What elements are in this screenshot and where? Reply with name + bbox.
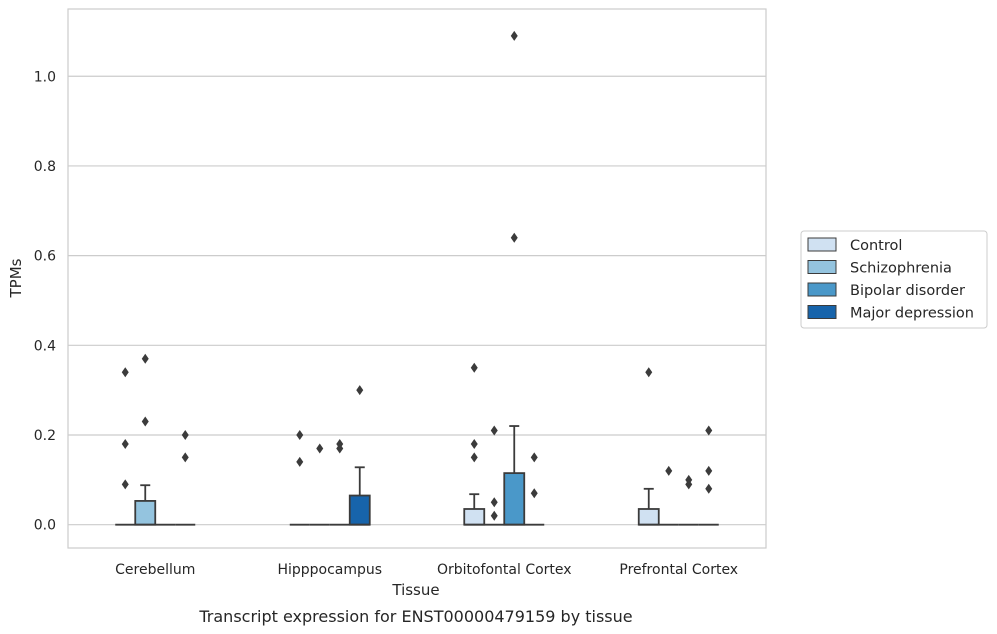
outlier-point [530,488,538,499]
box-group [175,429,196,526]
legend: Control Schizophrenia Bipolar disorder Majo… [800,230,988,329]
box-body [463,508,486,526]
chart-caption: Transcript expression for ENST0000047915… [198,607,632,626]
box-group [134,353,157,526]
box-body [134,500,157,526]
outlier-point [470,452,478,463]
legend-swatch [807,237,837,252]
y-tick-label: 1.0 [34,69,56,85]
box-group [678,474,699,526]
box-group [637,367,660,526]
box-group [524,452,545,526]
outlier-point [141,353,149,364]
outlier-point [181,429,189,440]
box-body [503,472,526,526]
y-tick-label: 0.8 [34,159,56,175]
plot-area [67,8,767,549]
outlier-point [665,465,673,476]
outlier-point [510,232,518,243]
outlier-point [510,30,518,41]
legend-label: Schizophrenia [850,261,952,277]
y-tick-label: 0.2 [34,428,56,444]
outlier-point [181,452,189,463]
y-tick-label: 0.4 [34,338,56,354]
box-body [348,494,371,526]
y-tick-label: 0.0 [34,518,56,534]
box-group [329,438,350,526]
box-group [463,362,486,526]
outlier-point [490,497,498,508]
legend-label: Bipolar disorder [850,283,965,299]
outlier-point [296,456,304,467]
outlier-point [316,443,324,454]
box-group [503,30,526,526]
outlier-point [530,452,538,463]
box-group [289,429,310,526]
outlier-point [645,367,653,378]
box-group [348,385,371,526]
outlier-point [141,416,149,427]
outlier-point [336,438,344,449]
legend-swatch [807,260,837,274]
legend-label: Control [850,238,902,254]
box-body [637,508,660,526]
box-series [115,30,719,526]
x-tick-label: Hipppocampus [277,562,382,578]
outlier-point [490,510,498,521]
outlier-point [121,479,129,490]
y-tick-label: 0.6 [34,249,56,265]
x-tick-label: Prefrontal Cortex [619,562,738,578]
outlier-point [705,465,713,476]
legend-swatch [807,305,837,319]
x-axis-label: Tissue [391,581,439,599]
outlier-point [121,367,129,378]
outlier-point [121,438,129,449]
x-axis-ticks: Cerebellum Hipppocampus Orbitofontal Corte… [115,562,738,578]
outlier-point [705,425,713,436]
outlier-point [490,425,498,436]
outlier-point [356,385,364,396]
box-group [115,367,136,526]
legend-label: Major depression [850,306,974,322]
x-tick-label: Orbitofontal Cortex [437,562,572,578]
box-group [698,425,719,526]
outlier-point [470,362,478,373]
box-group [658,465,679,526]
x-tick-label: Cerebellum [115,562,195,578]
box-group [484,425,505,526]
legend-frame [800,230,988,329]
outlier-point [470,438,478,449]
outlier-point [705,483,713,494]
legend-swatch [807,282,837,297]
y-axis-label: TPMs [7,258,25,298]
outlier-point [685,474,693,485]
outlier-point [296,429,304,440]
y-axis-ticks: 0.0 0.2 0.4 0.6 0.8 1.0 [34,69,56,533]
box-group [309,443,330,526]
